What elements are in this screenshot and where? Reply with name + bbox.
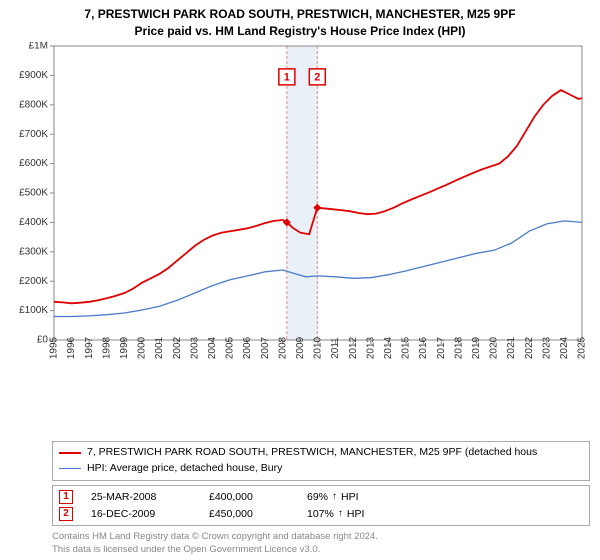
chart-area: £0 £100K £200K £300K £400K £500K £600K £700K £80… <box>10 42 590 440</box>
svg-text:£400K: £400K <box>19 217 48 228</box>
footer-line-1: Contains HM Land Registry data © Crown c… <box>52 531 590 543</box>
sale-hpi-pct-1: 69% <box>307 489 328 506</box>
legend-label-hpi: HPI: Average price, detached house, Bury <box>87 461 282 477</box>
sale-marker-1: 1 <box>59 490 73 504</box>
svg-text:2001: 2001 <box>154 336 165 359</box>
sale-hpi-1: 69% ↑ HPI <box>307 489 359 506</box>
svg-text:2019: 2019 <box>471 336 482 359</box>
sale-date-2: 16-DEC-2009 <box>91 506 191 523</box>
svg-text:2013: 2013 <box>365 336 376 359</box>
svg-text:£0: £0 <box>37 334 49 345</box>
svg-text:2014: 2014 <box>383 336 394 359</box>
sale-price-2: £450,000 <box>209 506 289 523</box>
sale-hpi-pct-2: 107% <box>307 506 334 523</box>
sale-hpi-label-1: HPI <box>341 489 359 506</box>
title-line-1: 7, PRESTWICH PARK ROAD SOUTH, PRESTWICH,… <box>10 6 590 23</box>
svg-text:£300K: £300K <box>19 246 48 257</box>
chart-title: 7, PRESTWICH PARK ROAD SOUTH, PRESTWICH,… <box>10 6 590 40</box>
svg-text:2011: 2011 <box>330 336 341 358</box>
svg-text:2016: 2016 <box>418 336 429 359</box>
sale-marker-2: 2 <box>59 507 73 521</box>
sale-date-1: 25-MAR-2008 <box>91 489 191 506</box>
svg-text:£700K: £700K <box>19 128 48 139</box>
sale-price-1: £400,000 <box>209 489 289 506</box>
svg-text:2020: 2020 <box>489 336 500 359</box>
sales-row-1: 1 25-MAR-2008 £400,000 69% ↑ HPI <box>59 489 583 506</box>
svg-text:2024: 2024 <box>559 336 570 359</box>
svg-text:1995: 1995 <box>49 336 60 359</box>
legend: 7, PRESTWICH PARK ROAD SOUTH, PRESTWICH,… <box>52 441 590 481</box>
svg-text:£200K: £200K <box>19 275 48 286</box>
svg-text:£1M: £1M <box>29 42 48 52</box>
svg-text:1999: 1999 <box>119 336 130 359</box>
svg-text:2012: 2012 <box>348 336 359 359</box>
svg-text:2006: 2006 <box>242 336 253 359</box>
svg-text:2003: 2003 <box>189 336 200 359</box>
footer-line-2: This data is licensed under the Open Gov… <box>52 544 590 556</box>
svg-text:2005: 2005 <box>225 336 236 359</box>
svg-text:2: 2 <box>314 71 320 83</box>
svg-text:2000: 2000 <box>137 336 148 359</box>
svg-text:2025: 2025 <box>577 336 588 359</box>
svg-text:2022: 2022 <box>524 336 535 359</box>
legend-swatch-property <box>59 452 81 454</box>
sale-hpi-2: 107% ↑ HPI <box>307 506 364 523</box>
svg-text:2018: 2018 <box>453 336 464 359</box>
svg-text:1: 1 <box>284 71 290 83</box>
arrow-up-icon: ↑ <box>338 506 343 522</box>
svg-text:2002: 2002 <box>172 336 183 359</box>
svg-text:£800K: £800K <box>19 99 48 110</box>
sales-table: 1 25-MAR-2008 £400,000 69% ↑ HPI 2 16-DE… <box>52 485 590 527</box>
svg-text:2004: 2004 <box>207 336 218 359</box>
svg-text:£100K: £100K <box>19 305 48 316</box>
svg-text:2023: 2023 <box>541 336 552 359</box>
svg-text:£500K: £500K <box>19 187 48 198</box>
svg-text:2021: 2021 <box>506 336 517 359</box>
svg-text:£600K: £600K <box>19 158 48 169</box>
arrow-up-icon: ↑ <box>332 489 337 505</box>
svg-text:2010: 2010 <box>313 336 324 359</box>
footer: Contains HM Land Registry data © Crown c… <box>52 531 590 556</box>
svg-text:1996: 1996 <box>66 336 77 359</box>
svg-text:£900K: £900K <box>19 70 48 81</box>
legend-item-property: 7, PRESTWICH PARK ROAD SOUTH, PRESTWICH,… <box>59 445 583 461</box>
sales-row-2: 2 16-DEC-2009 £450,000 107% ↑ HPI <box>59 506 583 523</box>
svg-text:1997: 1997 <box>84 336 95 359</box>
chart-svg: £0 £100K £200K £300K £400K £500K £600K £700K £80… <box>10 42 590 382</box>
svg-text:2008: 2008 <box>277 336 288 359</box>
legend-swatch-hpi <box>59 468 81 469</box>
title-line-2: Price paid vs. HM Land Registry's House … <box>10 23 590 40</box>
legend-label-property: 7, PRESTWICH PARK ROAD SOUTH, PRESTWICH,… <box>87 445 537 461</box>
sale-hpi-label-2: HPI <box>347 506 365 523</box>
legend-item-hpi: HPI: Average price, detached house, Bury <box>59 461 583 477</box>
page-container: 7, PRESTWICH PARK ROAD SOUTH, PRESTWICH,… <box>0 0 600 560</box>
svg-text:2007: 2007 <box>260 336 271 359</box>
svg-text:1998: 1998 <box>101 336 112 359</box>
svg-text:2009: 2009 <box>295 336 306 359</box>
svg-text:2015: 2015 <box>401 336 412 359</box>
svg-text:2017: 2017 <box>436 336 447 359</box>
